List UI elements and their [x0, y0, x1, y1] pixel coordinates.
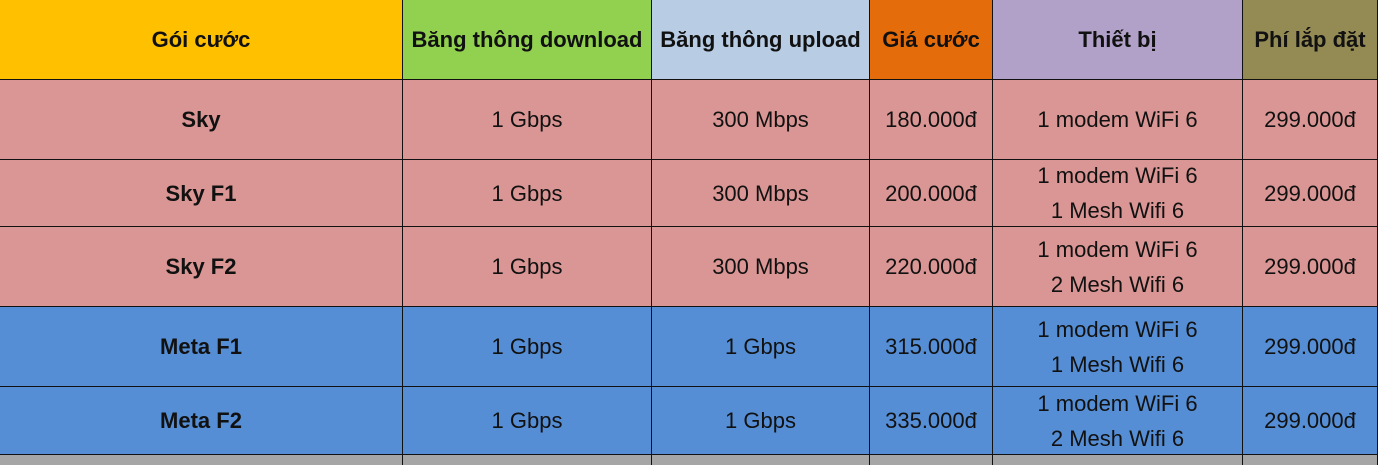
table-cell-download: 1 Gbps [403, 387, 652, 455]
table-cell-devices: 1 modem WiFi 6 [993, 80, 1243, 160]
cell-text: Meta F1 [160, 334, 242, 359]
device-line: 1 modem WiFi 6 [1037, 163, 1198, 188]
cell-text: 1 Gbps [491, 254, 563, 279]
cell-text: 1 Gbps [491, 334, 563, 359]
device-line: 2 Mesh Wifi 6 [1050, 425, 1185, 451]
table-cell-name: Sky F1 [0, 160, 403, 227]
cell-text: Sky [181, 107, 221, 132]
table-cell-price: 315.000đ [870, 307, 993, 387]
device-line: 1 modem WiFi 6 [1037, 316, 1198, 342]
header-label: Băng thông download [411, 27, 643, 52]
header-cell: Phí lắp đặt [1243, 0, 1378, 80]
cell-text: 300 Mbps [712, 180, 809, 206]
cell-text: 299.000đ [1264, 180, 1356, 206]
cell-text: 315.000đ [885, 334, 977, 359]
gray-row-cell [870, 455, 993, 465]
cell-text: 200.000đ [885, 180, 977, 206]
table-cell-download: 1 Gbps [403, 227, 652, 307]
gray-row-cell [1243, 455, 1378, 465]
cell-text: 299.000đ [1264, 408, 1356, 433]
header-cell: Gói cước [0, 0, 403, 80]
cell-text: 180.000đ [885, 107, 977, 132]
header-cell: Giá cước [870, 0, 993, 80]
table-cell-price: 200.000đ [870, 160, 993, 227]
device-line: 1 modem WiFi 6 [1037, 390, 1198, 416]
table-cell-upload: 300 Mbps [652, 160, 870, 227]
table-cell-download: 1 Gbps [403, 307, 652, 387]
header-label: Phí lắp đặt [1254, 27, 1366, 52]
cell-text: 220.000đ [885, 254, 977, 279]
device-line: 1 Mesh Wifi 6 [1050, 198, 1185, 223]
cell-text: Sky F2 [165, 254, 237, 279]
cell-text: Meta F2 [160, 408, 242, 433]
cell-text: 300 Mbps [712, 254, 809, 279]
cell-text: 300 Mbps [712, 107, 809, 132]
cell-text: 1 Gbps [725, 334, 796, 359]
table-cell-devices: 1 modem WiFi 6 2 Mesh Wifi 6 [993, 387, 1243, 455]
table-cell-devices: 1 modem WiFi 6 1 Mesh Wifi 6 [993, 307, 1243, 387]
table-cell-devices: 1 modem WiFi 6 2 Mesh Wifi 6 [993, 227, 1243, 307]
table-cell-download: 1 Gbps [403, 160, 652, 227]
table-cell-upload: 1 Gbps [652, 387, 870, 455]
cell-text: 299.000đ [1264, 107, 1356, 132]
table-cell-upload: 1 Gbps [652, 307, 870, 387]
table-cell-upload: 300 Mbps [652, 227, 870, 307]
table-cell-name: Meta F1 [0, 307, 403, 387]
cell-text: 1 Gbps [491, 408, 563, 433]
cell-text: 1 Gbps [725, 408, 796, 433]
table-cell-name: Meta F2 [0, 387, 403, 455]
cell-text: 299.000đ [1264, 254, 1356, 279]
device-line: 1 modem WiFi 6 [1037, 236, 1198, 262]
table-cell-install: 299.000đ [1243, 387, 1378, 455]
table-cell-install: 299.000đ [1243, 307, 1378, 387]
table-cell-upload: 300 Mbps [652, 80, 870, 160]
header-label: Thiết bị [1078, 27, 1157, 52]
table-cell-install: 299.000đ [1243, 227, 1378, 307]
device-line: 2 Mesh Wifi 6 [1050, 271, 1185, 297]
header-cell: Băng thông upload [652, 0, 870, 80]
gray-row-cell [0, 455, 403, 465]
cell-text: 1 Gbps [491, 180, 563, 206]
table-cell-install: 299.000đ [1243, 80, 1378, 160]
table-cell-price: 180.000đ [870, 80, 993, 160]
table-cell-price: 220.000đ [870, 227, 993, 307]
header-cell: Băng thông download [403, 0, 652, 80]
table-cell-name: Sky [0, 80, 403, 160]
gray-row-cell [652, 455, 870, 465]
table-cell-download: 1 Gbps [403, 80, 652, 160]
cell-text: 299.000đ [1264, 334, 1356, 359]
header-label: Gói cước [151, 27, 251, 52]
gray-row-cell [993, 455, 1243, 465]
table-cell-install: 299.000đ [1243, 160, 1378, 227]
gray-row-cell [403, 455, 652, 465]
header-cell: Thiết bị [993, 0, 1243, 80]
table-cell-price: 335.000đ [870, 387, 993, 455]
cell-text: 1 Gbps [491, 107, 563, 132]
device-line: 1 modem WiFi 6 [1037, 107, 1198, 132]
table-cell-name: Sky F2 [0, 227, 403, 307]
device-line: 1 Mesh Wifi 6 [1050, 351, 1185, 377]
cell-text: Sky F1 [165, 180, 237, 206]
table-cell-devices: 1 modem WiFi 6 1 Mesh Wifi 6 [993, 160, 1243, 227]
header-label: Giá cước [882, 27, 980, 52]
header-label: Băng thông upload [660, 27, 861, 52]
cell-text: 335.000đ [885, 408, 977, 433]
